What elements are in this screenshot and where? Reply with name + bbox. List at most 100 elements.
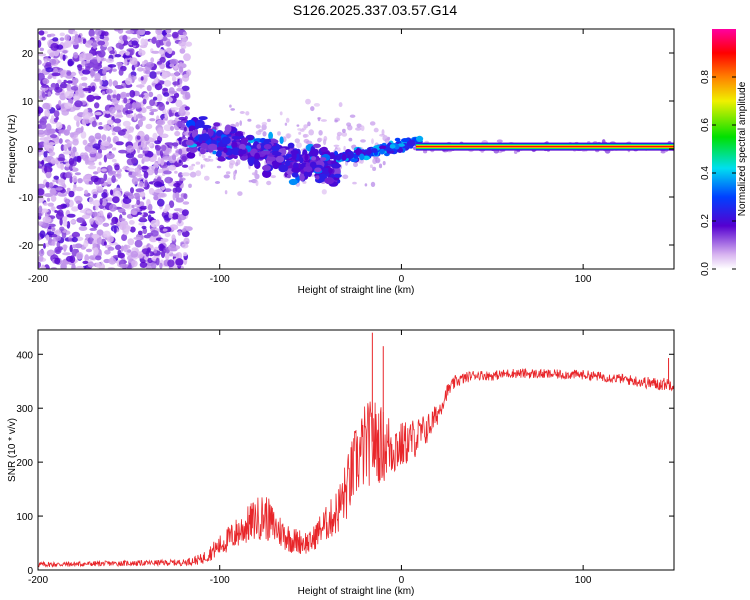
heatmap-cell [216,150,222,158]
heatmap-cell [62,220,68,227]
heatmap-cell [152,96,158,101]
heatmap-cell [59,32,65,37]
heatmap-cell [163,92,170,97]
heatmap-cell [71,151,76,158]
heatmap-cell [52,37,59,42]
heatmap-cell [38,255,44,262]
heatmap-cell [136,251,144,259]
heatmap-cell [81,214,91,220]
heatmap-cell [84,157,89,165]
heatmap-cell [302,180,307,184]
heatmap-cell [38,59,42,65]
heatmap-cell [122,55,131,59]
colorbar: 0.0 0.2 0.4 0.6 0.8 Normalized spectral ampl… [700,29,748,276]
heatmap-cell [183,126,187,132]
heatmap-cell [75,200,82,205]
heatmap-cell [64,198,71,204]
heatmap-cell [375,157,381,164]
heatmap-cell [53,117,58,123]
heatmap-cell [266,156,276,162]
heatmap-cell [166,96,173,103]
heatmap-cell [113,118,122,124]
heatmap-cell [103,173,108,182]
heatmap-cell [348,137,353,142]
heatmap-cell [239,120,242,126]
heatmap-cell [303,171,309,178]
heatmap-cell [120,245,124,252]
heatmap-cell [263,144,272,150]
heatmap-cell [309,148,319,157]
heatmap-cell [73,183,77,189]
heatmap-cell [102,75,107,81]
heatmap-cell [183,237,190,245]
heatmap-cell [189,171,197,178]
heatmap-cell [318,137,323,142]
heatmap-cell [68,158,75,165]
heatmap-cell [41,84,49,88]
heatmap-cell [160,238,169,243]
heatmap-cell [64,90,74,99]
heatmap-cell [67,98,73,104]
heatmap-cell [178,159,182,163]
heatmap-cell [107,64,117,68]
heatmap-cell [46,231,55,236]
heatmap-cell [170,107,180,111]
heatmap-cell [47,202,54,207]
heatmap-cell [231,141,238,149]
heatmap-cell [170,73,175,77]
heatmap-cell [165,33,172,38]
heatmap-cell [153,195,159,201]
heatmap-cell [149,111,154,116]
heatmap-cell [98,161,102,166]
heatmap-cell [45,62,52,67]
heatmap-cell [165,204,171,211]
heatmap-cell [92,199,101,207]
heatmap-cell [371,138,374,145]
heatmap-cell [80,131,87,139]
heatmap-cell [38,30,45,36]
heatmap-cell [38,249,45,257]
heatmap-cell [108,257,117,265]
heatmap-cell [287,142,295,149]
heatmap-cell [286,174,291,179]
heatmap-cell [96,229,104,236]
heatmap-cell [50,134,58,139]
heatmap-cell [146,265,152,269]
heatmap-cell [179,48,186,54]
heatmap-cell [94,111,102,116]
heatmap-cell [155,145,161,151]
heatmap-cell [86,94,95,102]
heatmap-cell [55,187,63,191]
heatmap-cell [164,112,168,119]
snr-line [38,367,674,568]
heatmap-cell [165,101,170,105]
heatmap-cell [62,204,67,208]
heatmap-cell [93,95,102,100]
heatmap-cell [106,94,111,101]
heatmap-cell [174,191,180,199]
heatmap-cell [171,253,179,257]
heatmap-cell [87,142,94,147]
heatmap-cell [125,103,133,109]
heatmap-cell [131,260,138,268]
heatmap-cell [39,137,49,141]
heatmap-cell [43,202,48,206]
heatmap-cell [38,205,43,214]
heatmap-cell [213,122,221,127]
heatmap-cell [164,176,173,184]
heatmap-cell [125,51,130,56]
heatmap-cell [141,156,151,162]
heatmap-cell [94,132,102,140]
heatmap-cell [68,190,75,198]
heatmap-cell [142,146,150,152]
heatmap-cell [155,39,162,48]
heatmap-cell [67,124,72,132]
heatmap-cell [57,178,66,186]
heatmap-cell [133,75,137,80]
heatmap-cell [181,155,187,163]
heatmap-cell [304,153,309,161]
heatmap-cell [133,236,142,240]
heatmap-cell [56,122,63,130]
heatmap-cell [74,186,84,192]
heatmap-cell [64,172,72,179]
